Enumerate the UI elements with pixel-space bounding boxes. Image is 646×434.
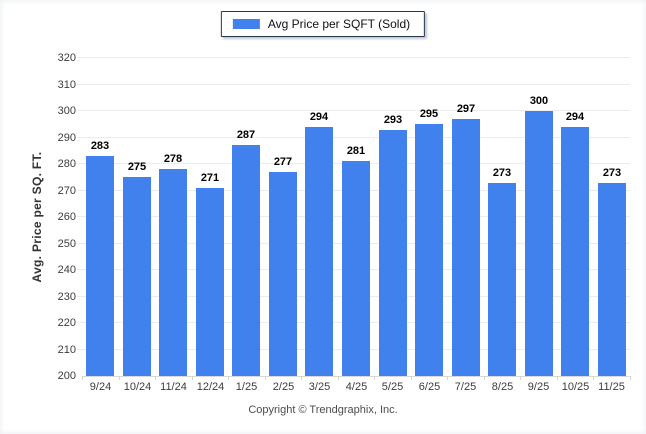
- bar-value-label: 281: [346, 145, 366, 157]
- x-axis-tick: [265, 376, 266, 380]
- x-axis: 9/24 10/24 11/24 12/24 1/25 2/25 3/25 4/25 5/25 6…: [82, 381, 630, 395]
- x-axis-tick: [192, 376, 193, 380]
- bar-value-label: 283: [90, 140, 110, 152]
- bar: [452, 119, 480, 376]
- y-tick-label: 270: [57, 184, 76, 197]
- bar-value-label: 273: [492, 167, 512, 179]
- y-tick-label: 240: [57, 264, 76, 276]
- x-tick-label: 10/24: [123, 381, 152, 393]
- bar-value-label: 294: [565, 111, 585, 123]
- x-tick-label: 9/25: [527, 381, 550, 393]
- bar: [525, 111, 553, 376]
- x-tick-label: 12/24: [196, 381, 225, 393]
- y-tick-label: 300: [57, 105, 76, 117]
- gridline: [77, 57, 630, 58]
- x-axis-tick: [338, 376, 339, 380]
- bar-value-label: 295: [419, 108, 439, 120]
- gridline: [77, 136, 630, 138]
- x-tick-label: 2/25: [272, 381, 295, 393]
- x-axis-tick: [228, 376, 229, 380]
- y-tick-label: 200: [57, 370, 76, 382]
- x-axis-tick: [82, 376, 83, 380]
- x-axis-tick: [119, 376, 120, 380]
- bar-value-label: 273: [602, 167, 622, 179]
- legend-label: Avg Price per SQFT (Sold): [267, 17, 411, 31]
- bar: [305, 127, 333, 376]
- x-tick-label: 11/24: [160, 381, 187, 393]
- y-tick-label: 230: [57, 290, 76, 303]
- bar: [269, 172, 297, 376]
- y-tick-label: 280: [57, 158, 76, 170]
- bar-value-label: 277: [273, 156, 293, 168]
- bar-value-label: 293: [383, 114, 403, 126]
- x-tick-label: 9/24: [89, 381, 112, 393]
- bar: [379, 130, 407, 376]
- bar-value-label: 271: [200, 172, 220, 184]
- bar-value-label: 287: [236, 129, 256, 141]
- bar-value-label: 294: [309, 111, 329, 123]
- x-axis-tick: [520, 376, 521, 380]
- bar-value-label: 297: [456, 103, 476, 115]
- gridline: [77, 110, 630, 111]
- bar-value-label: 275: [127, 161, 147, 173]
- bar: [86, 156, 114, 376]
- x-axis-tick: [155, 376, 156, 380]
- x-axis-tick: [630, 376, 631, 380]
- gridline: [77, 83, 630, 85]
- y-tick-label: 260: [57, 211, 76, 223]
- legend: Avg Price per SQFT (Sold): [220, 11, 426, 37]
- y-tick-label: 210: [57, 343, 76, 356]
- y-tick-label: 310: [57, 78, 76, 91]
- bar-value-label: 300: [529, 95, 549, 107]
- bar: [415, 124, 443, 376]
- x-axis-tick: [374, 376, 375, 380]
- bar-value-label: 278: [163, 153, 183, 165]
- x-axis-tick: [593, 376, 594, 380]
- y-tick-label: 220: [57, 317, 76, 329]
- y-axis: 200 210 220 230 240 250 260 270 280 290 300 310 320: [0, 52, 76, 382]
- x-axis-tick: [447, 376, 448, 380]
- bar: [159, 169, 187, 376]
- bar: [196, 188, 224, 376]
- x-axis-tick: [484, 376, 485, 380]
- bar: [488, 183, 516, 376]
- y-tick-label: 320: [57, 52, 76, 64]
- x-tick-label: 1/25: [235, 381, 258, 393]
- bar: [598, 183, 626, 376]
- y-tick-label: 250: [57, 237, 76, 250]
- x-axis-tick: [301, 376, 302, 380]
- x-tick-label: 11/25: [598, 381, 625, 393]
- x-axis-tick: [557, 376, 558, 380]
- copyright-text: Copyright © Trendgraphix, Inc.: [248, 404, 398, 416]
- bar: [232, 145, 260, 376]
- bar: [561, 127, 589, 376]
- x-tick-label: 7/25: [454, 381, 477, 393]
- x-tick-label: 5/25: [381, 381, 404, 393]
- legend-swatch: [232, 19, 260, 29]
- x-tick-label: 6/25: [418, 381, 441, 393]
- x-axis-tick: [411, 376, 412, 380]
- x-tick-label: 3/25: [308, 381, 331, 393]
- bar: [342, 161, 370, 376]
- y-tick-label: 290: [57, 131, 76, 144]
- x-tick-label: 10/25: [561, 381, 590, 393]
- plot-area: 283 275 278 271 287 277 294 281 293 295 297 273 300 2…: [77, 57, 631, 380]
- x-tick-label: 8/25: [491, 381, 514, 393]
- x-tick-label: 4/25: [345, 381, 368, 393]
- bar: [123, 177, 151, 376]
